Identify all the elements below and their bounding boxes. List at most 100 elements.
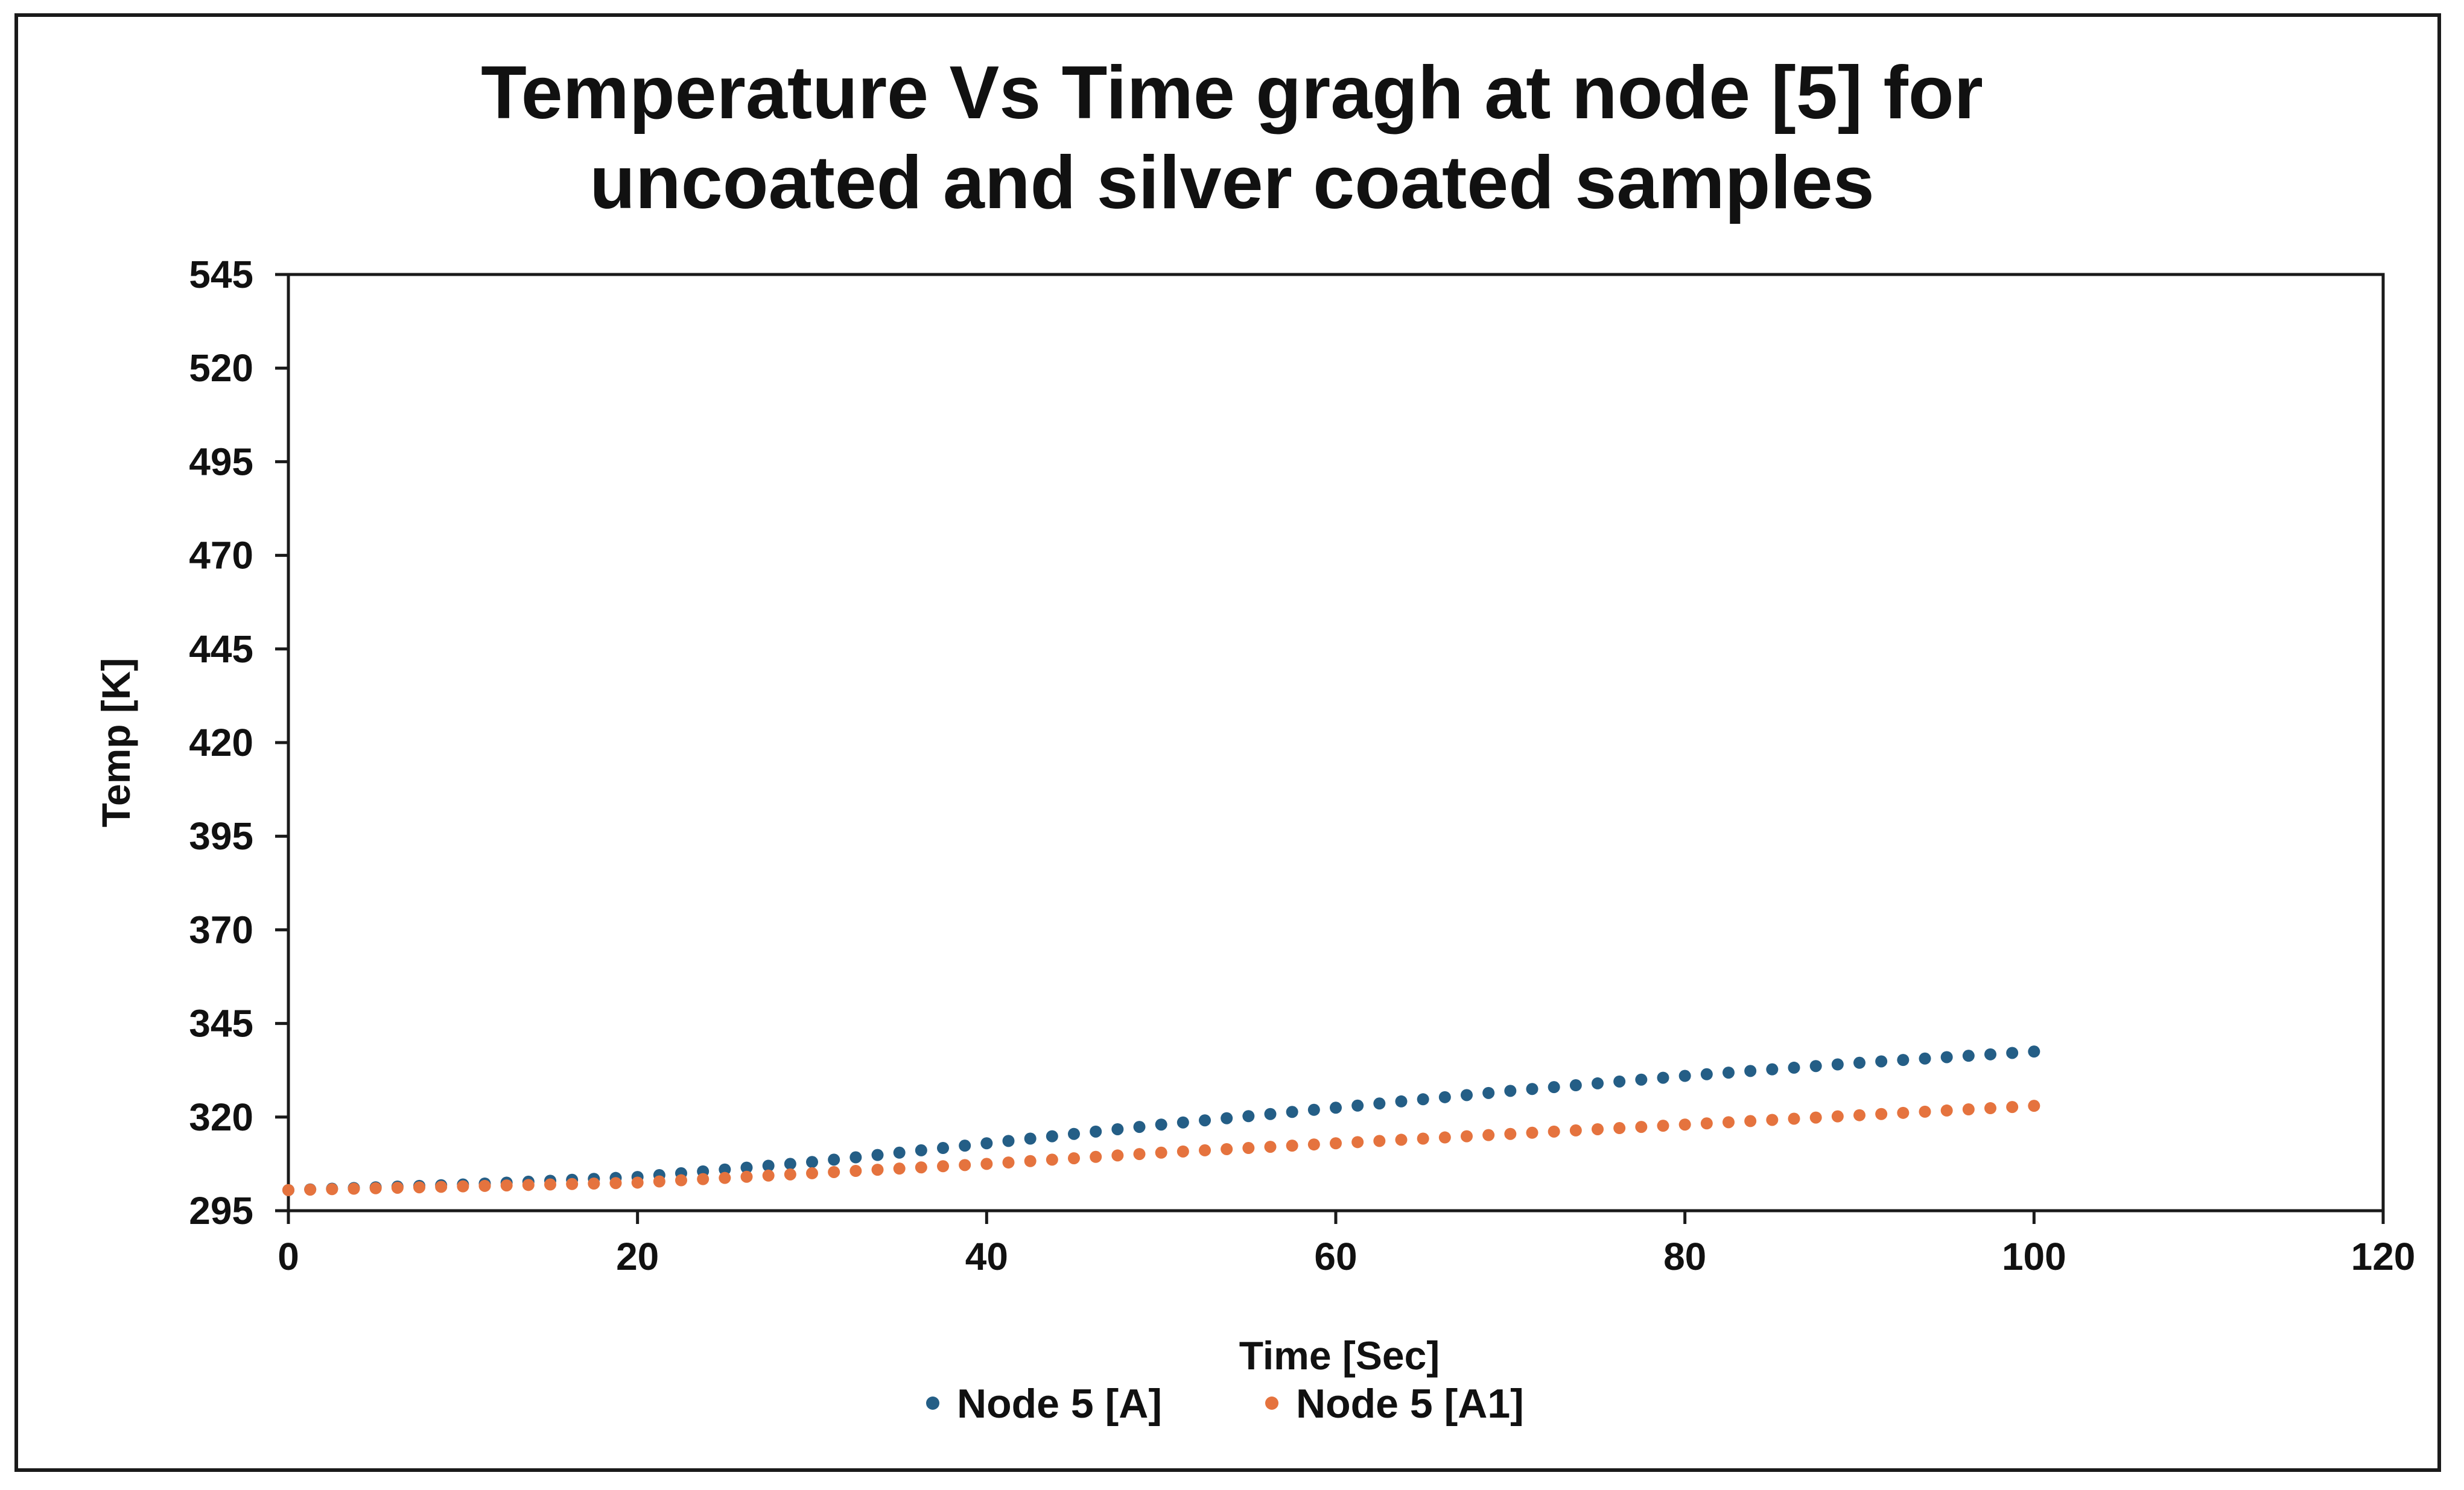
- data-point: [391, 1181, 404, 1194]
- data-point: [1962, 1050, 1975, 1062]
- data-point: [1024, 1132, 1037, 1145]
- data-point: [1307, 1138, 1320, 1151]
- data-point: [1482, 1129, 1495, 1141]
- y-axis: 295 320 345 370 395 420 445 470 495 520 545: [189, 253, 288, 1232]
- data-point: [609, 1177, 622, 1190]
- data-point: [1155, 1118, 1167, 1131]
- data-point: [1199, 1144, 1211, 1156]
- data-point: [959, 1140, 971, 1152]
- data-point: [1176, 1145, 1189, 1158]
- data-point: [1111, 1149, 1124, 1162]
- data-point: [1461, 1089, 1473, 1102]
- data-point: [1373, 1097, 1386, 1110]
- data-point: [828, 1153, 840, 1166]
- data-point: [1417, 1093, 1429, 1106]
- data-point: [849, 1165, 862, 1178]
- data-point: [806, 1167, 818, 1179]
- data-point: [828, 1165, 840, 1178]
- data-point: [1984, 1102, 1996, 1115]
- data-point: [1155, 1146, 1167, 1159]
- data-point: [1373, 1135, 1386, 1147]
- data-point: [1548, 1125, 1560, 1138]
- x-tick-label: 60: [1314, 1235, 1357, 1278]
- data-point: [697, 1173, 710, 1185]
- data-point: [980, 1158, 993, 1170]
- data-point: [500, 1179, 513, 1192]
- data-point: [915, 1161, 927, 1174]
- data-point: [871, 1149, 884, 1161]
- x-tick-label: 100: [2002, 1235, 2066, 1278]
- data-point: [740, 1170, 753, 1183]
- legend-label-node-5-a1: Node 5 [A1]: [1296, 1381, 1524, 1427]
- data-point: [1940, 1104, 1953, 1117]
- data-point: [2028, 1045, 2040, 1058]
- data-point: [1482, 1086, 1495, 1099]
- x-axis-title: Time [Sec]: [1239, 1333, 1440, 1378]
- data-point: [413, 1181, 425, 1194]
- data-point: [435, 1181, 448, 1193]
- data-point: [893, 1162, 906, 1175]
- data-point: [1569, 1124, 1582, 1137]
- data-point: [1264, 1141, 1277, 1153]
- data-point: [1613, 1075, 1626, 1088]
- chart-title-line-2: uncoated and silver coated samples: [589, 141, 1875, 224]
- data-point: [1875, 1055, 1888, 1068]
- data-point: [1657, 1071, 1669, 1084]
- data-point: [1090, 1125, 1102, 1138]
- chart-title-line-1: Temperature Vs Time gragh at node [5] fo…: [481, 51, 1983, 135]
- data-point: [1395, 1133, 1408, 1146]
- legend-marker-node-5-a1: [1265, 1396, 1278, 1410]
- data-point: [1438, 1091, 1451, 1103]
- data-point: [653, 1175, 665, 1188]
- data-point: [1809, 1060, 1822, 1073]
- x-axis: 0 20 40 60 80 100 120: [278, 1211, 2415, 1278]
- series-node-5-a1: [282, 1100, 2040, 1196]
- data-point: [1111, 1123, 1124, 1135]
- y-tick-label: 545: [189, 253, 253, 296]
- data-point: [1635, 1073, 1648, 1086]
- data-point: [740, 1161, 753, 1174]
- data-point: [1046, 1153, 1058, 1166]
- data-point: [784, 1158, 796, 1170]
- y-tick-label: 320: [189, 1095, 253, 1139]
- data-point: [1351, 1099, 1364, 1112]
- y-tick-label: 445: [189, 627, 253, 671]
- data-point: [457, 1180, 469, 1193]
- data-point: [566, 1178, 579, 1190]
- data-point: [915, 1144, 927, 1156]
- y-tick-label: 370: [189, 908, 253, 951]
- data-point: [1221, 1143, 1233, 1155]
- data-point: [1242, 1110, 1255, 1123]
- data-point: [1853, 1056, 1865, 1069]
- data-point: [2006, 1047, 2019, 1059]
- data-point: [1700, 1117, 1713, 1130]
- data-point: [1221, 1112, 1233, 1124]
- data-point: [588, 1177, 600, 1190]
- data-point: [1438, 1131, 1451, 1144]
- data-point: [1831, 1058, 1844, 1071]
- data-point: [762, 1159, 775, 1172]
- data-point: [1940, 1051, 1953, 1064]
- data-point: [1897, 1106, 1910, 1119]
- data-point: [1286, 1106, 1298, 1118]
- data-point: [937, 1160, 949, 1173]
- data-point: [1613, 1122, 1626, 1135]
- data-point: [893, 1146, 906, 1159]
- data-point: [1744, 1115, 1757, 1127]
- x-tick-label: 20: [616, 1235, 659, 1278]
- data-point: [1569, 1079, 1582, 1092]
- data-point: [1068, 1127, 1080, 1140]
- data-point: [1526, 1126, 1538, 1139]
- data-point: [1897, 1054, 1910, 1067]
- data-point: [959, 1159, 971, 1171]
- y-axis-title: Temp [K]: [94, 658, 138, 827]
- data-point: [1330, 1137, 1342, 1150]
- data-point: [1133, 1121, 1146, 1133]
- chart-title: Temperature Vs Time gragh at node [5] fo…: [0, 48, 2464, 228]
- data-point: [762, 1169, 775, 1182]
- y-tick-label: 395: [189, 814, 253, 858]
- data-point: [1199, 1114, 1211, 1127]
- data-point: [2006, 1101, 2019, 1114]
- data-point: [1635, 1121, 1648, 1133]
